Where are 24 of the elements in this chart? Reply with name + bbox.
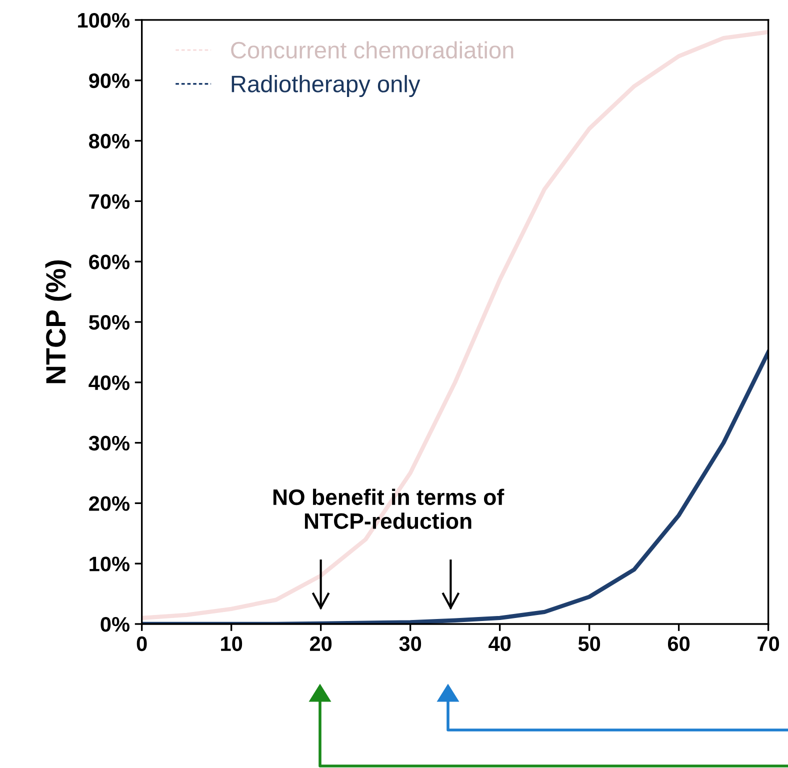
y-tick-label: 50%: [88, 314, 130, 330]
x-tick-label: 60: [668, 636, 690, 652]
legend-label: Radiotherapy only: [232, 75, 420, 98]
y-tick-label: 30%: [88, 436, 130, 451]
x-tick-label: 40: [488, 636, 511, 652]
y-tick-label: 20%: [89, 496, 130, 511]
y-tick-label: 70%: [89, 194, 130, 209]
x-tick-label: 20: [310, 636, 332, 652]
x-tick-label: 70: [758, 636, 780, 652]
y-tick-label: 0%: [100, 617, 130, 632]
y-tick-label: 80%: [89, 134, 130, 149]
x-tick-label: 30: [399, 636, 422, 652]
line-series: [142, 30, 768, 620]
y-axis-title: NTCP (%): [45, 260, 72, 384]
x-tick-label: 50: [578, 636, 600, 652]
y-tick-label: 90%: [89, 73, 130, 88]
y-tick-label: 10%: [90, 556, 130, 572]
x-tick-label: 0: [136, 636, 147, 652]
annotation: NO benefit in terms of NTCP-reduction: [273, 488, 504, 530]
y-tick-label: 60%: [89, 254, 130, 270]
x-tick-label: 10: [221, 636, 242, 652]
legend-label: Concurrent chemoradiation: [231, 41, 514, 59]
y-tick-label: 100%: [78, 12, 130, 28]
y-tick-label: 40%: [88, 375, 130, 390]
